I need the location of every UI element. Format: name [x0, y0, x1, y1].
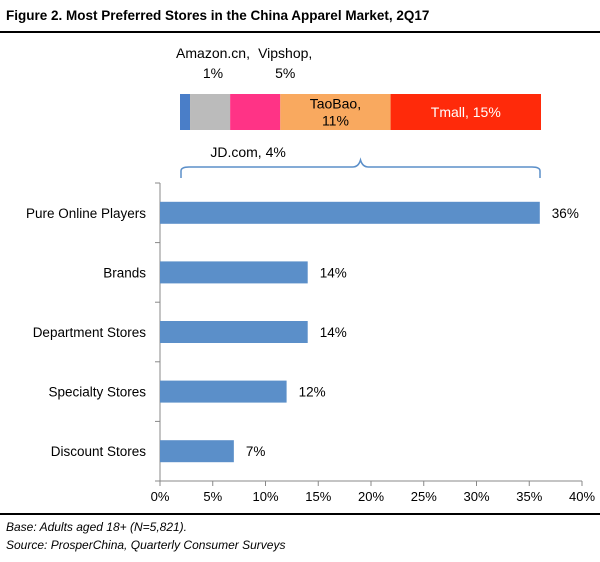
bar-value-label: 14% [320, 265, 347, 280]
figure-title: Figure 2. Most Preferred Stores in the C… [6, 8, 430, 23]
x-tick-label: 25% [411, 489, 437, 504]
x-tick-label: 40% [569, 489, 595, 504]
category-label: Pure Online Players [26, 206, 146, 221]
category-label: Brands [103, 265, 146, 280]
bottom-rule [0, 513, 600, 515]
stack-segment-label: 1% [203, 65, 223, 81]
stack-segment-label: 11% [322, 113, 349, 129]
bar-value-label: 12% [299, 385, 326, 400]
stack-segment [230, 94, 281, 130]
base-note: Base: Adults aged 18+ (N=5,821). [6, 520, 188, 534]
x-tick-label: 15% [305, 489, 331, 504]
x-tick-label: 10% [252, 489, 278, 504]
top-rule [0, 31, 600, 33]
x-tick-label: 30% [463, 489, 489, 504]
stack-segment-label: Vipshop, [258, 45, 312, 61]
chart: 0% 5% 10% 15% 20% 25% 30% 35% 40% Pure Online Pla… [26, 45, 596, 504]
category-label: Department Stores [33, 325, 147, 340]
stack-segment-label: JD.com, 4% [210, 144, 285, 160]
category-label: Discount Stores [51, 444, 147, 459]
bar-value-label: 36% [552, 206, 579, 221]
stack-segment [180, 94, 191, 130]
bar [160, 440, 234, 463]
x-tick-label: 5% [203, 489, 222, 504]
breakdown-brace [180, 157, 541, 178]
x-tick-label: 35% [516, 489, 542, 504]
stack-segment-label: TaoBao, [310, 96, 361, 112]
bar [160, 201, 540, 224]
category-label: Specialty Stores [48, 385, 146, 400]
stack-segment [280, 94, 391, 130]
stack-segment-label: Tmall, 15% [431, 104, 501, 120]
stack-segment [390, 94, 541, 130]
bar [160, 321, 308, 343]
x-tick-label: 0% [151, 489, 170, 504]
stack-segment [190, 94, 231, 130]
bar-value-label: 7% [246, 444, 266, 459]
bar-value-label: 14% [320, 325, 347, 340]
stack-segment-label: Amazon.cn, [176, 45, 250, 61]
source-note: Source: ProsperChina, Quarterly Consumer… [6, 538, 286, 552]
bar [160, 261, 308, 284]
bar [160, 380, 287, 403]
x-tick-label: 20% [358, 489, 384, 504]
stack-segment-label: 5% [275, 65, 295, 81]
